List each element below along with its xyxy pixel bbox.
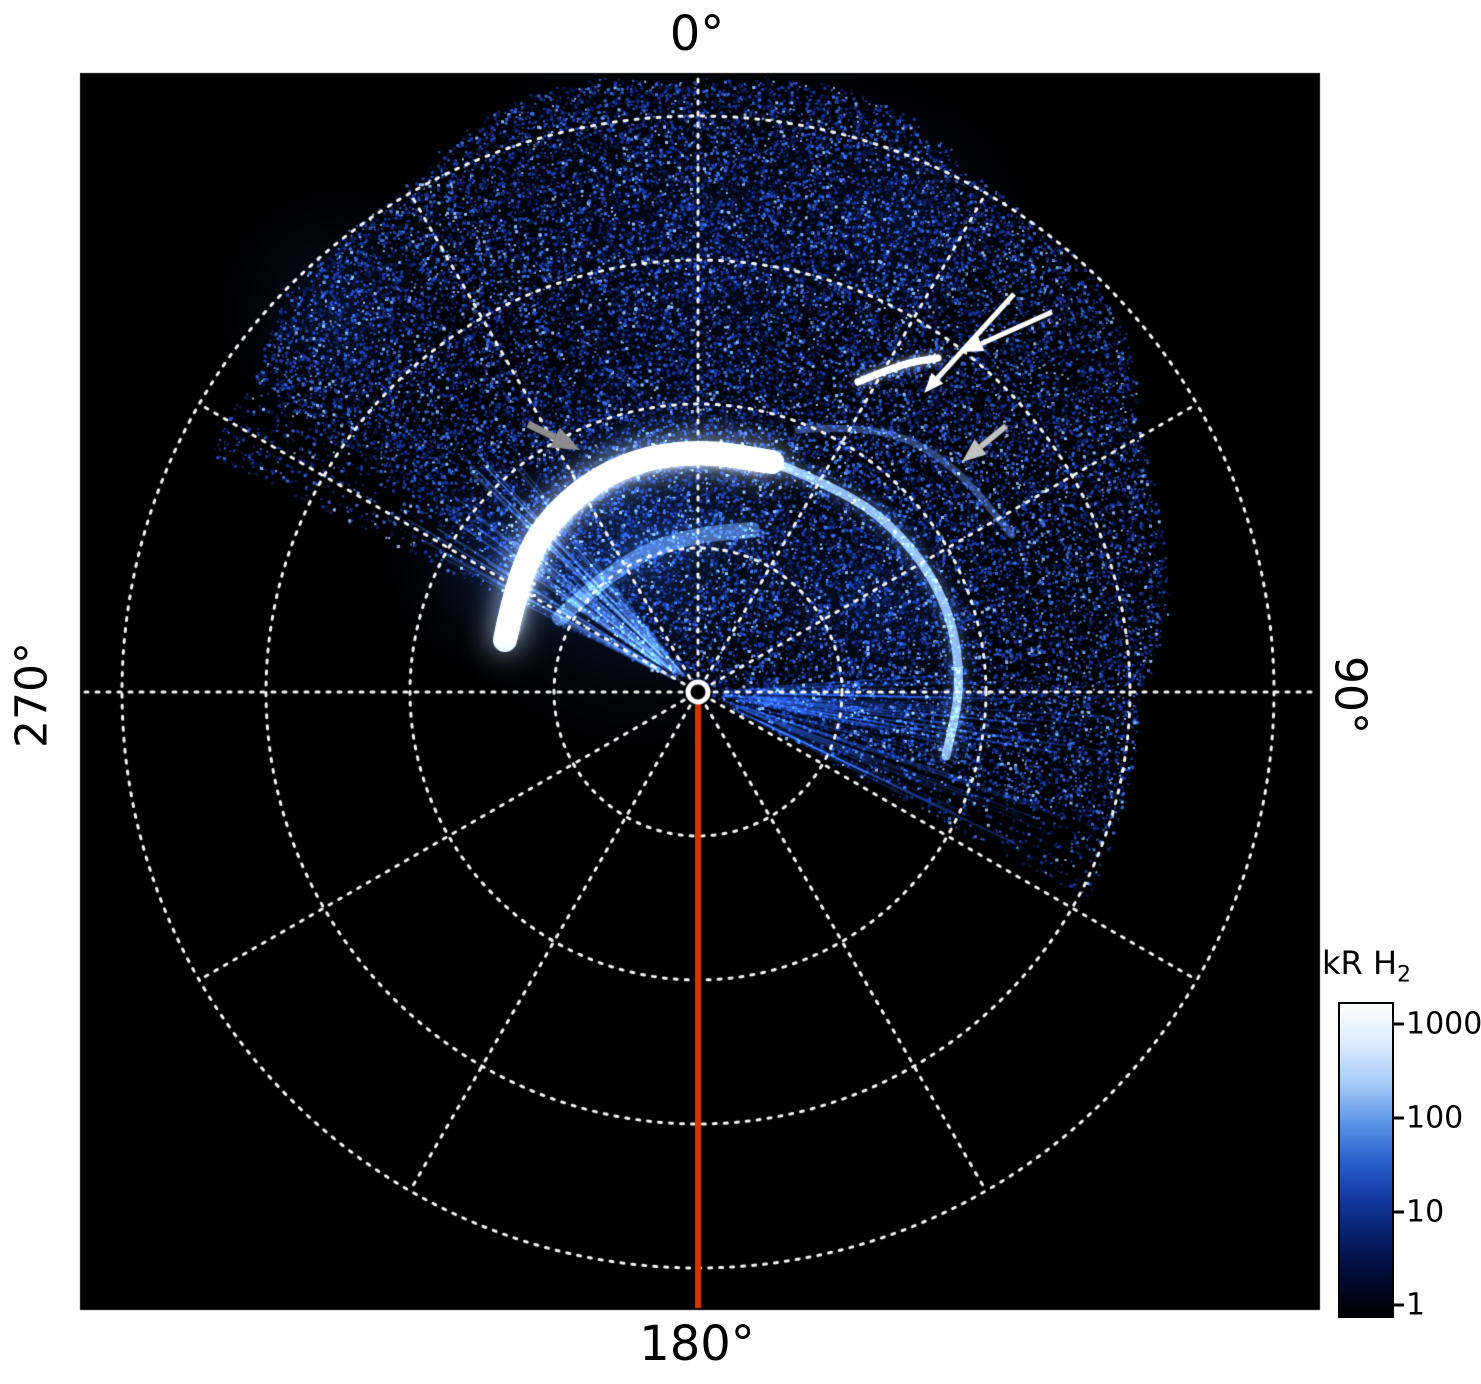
colorbar-tick-1: 1 — [1406, 1287, 1426, 1323]
colorbar-title-subscript: 2 — [1397, 962, 1411, 988]
colorbar-tickmark — [1394, 1116, 1404, 1120]
colorbar-tick-10: 10 — [1406, 1194, 1445, 1230]
colorbar-gradient — [1338, 1002, 1394, 1318]
angle-label-90: 90° — [1324, 656, 1376, 734]
colorbar-tickmark — [1394, 1303, 1404, 1307]
colorbar-tickmark — [1394, 1210, 1404, 1214]
colorbar-tickmark — [1394, 1022, 1404, 1026]
colorbar-title: kR H2 — [1322, 944, 1411, 987]
angle-label-180: 180° — [639, 1316, 755, 1372]
colorbar-tick-100: 100 — [1406, 1100, 1464, 1136]
colorbar-tick-1000: 1000 — [1406, 1006, 1481, 1042]
angle-label-0: 0° — [669, 6, 725, 62]
angle-label-270: 270° — [6, 642, 58, 748]
colorbar-title-text: kR H — [1322, 944, 1397, 982]
